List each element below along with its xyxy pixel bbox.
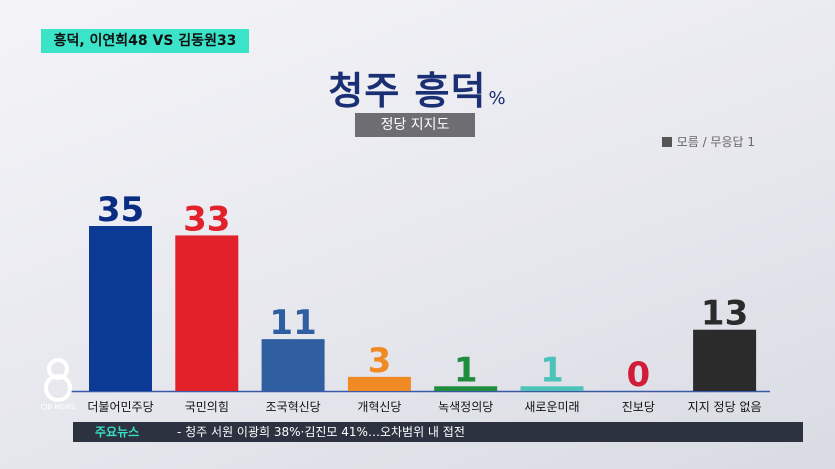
category-label: 녹색정의당 <box>438 400 493 414</box>
category-label: 진보당 <box>622 400 655 414</box>
bar-3 <box>347 376 411 391</box>
category-label: 지지 정당 없음 <box>688 400 762 414</box>
bar-value-label: 0 <box>626 355 650 395</box>
bar-7 <box>693 329 757 391</box>
bar-5 <box>520 386 584 391</box>
chart-title: 청주 흥덕% <box>0 60 835 115</box>
logo-text: CJB NEWS <box>40 403 76 411</box>
bar-4 <box>434 386 498 391</box>
chart-subtitle: 정당 지지도 <box>355 113 475 137</box>
bar-value-label: 33 <box>183 199 230 239</box>
bar-value-label: 11 <box>269 303 316 343</box>
legend-square-icon <box>661 137 672 147</box>
news-ticker: 주요뉴스 - 청주 서원 이광희 38%·김진모 41%…오차범위 내 접전 <box>73 422 803 442</box>
bar-2 <box>261 339 325 391</box>
category-label: 새로운미래 <box>524 400 579 414</box>
bar-value-label: 13 <box>701 294 748 334</box>
bar-value-label: 1 <box>540 350 564 390</box>
chart-title-unit: % <box>488 88 507 109</box>
legend-note: 모름 / 무응답 1 <box>661 133 755 150</box>
bar-value-label: 35 <box>97 190 144 230</box>
ticker-text: - 청주 서원 이광희 38%·김진모 41%…오차범위 내 접전 <box>177 425 465 439</box>
bar-value-label: 3 <box>368 341 392 381</box>
bar-value-label: 1 <box>454 350 478 390</box>
cjb-logo: CJB NEWS <box>40 358 76 411</box>
category-label: 더불어민주당 <box>87 400 153 414</box>
category-label: 조국혁신당 <box>265 400 320 414</box>
legend-note-text: 모름 / 무응답 1 <box>676 135 755 149</box>
chart-title-text: 청주 흥덕 <box>328 69 487 113</box>
headline-tag: 흥덕, 이연희48 VS 김동원33 <box>41 29 249 53</box>
bar-0 <box>89 226 152 391</box>
category-label: 국민의힘 <box>185 400 229 414</box>
bar-1 <box>175 235 239 391</box>
ticker-label: 주요뉴스 <box>95 425 140 439</box>
category-label: 개혁신당 <box>357 400 401 414</box>
